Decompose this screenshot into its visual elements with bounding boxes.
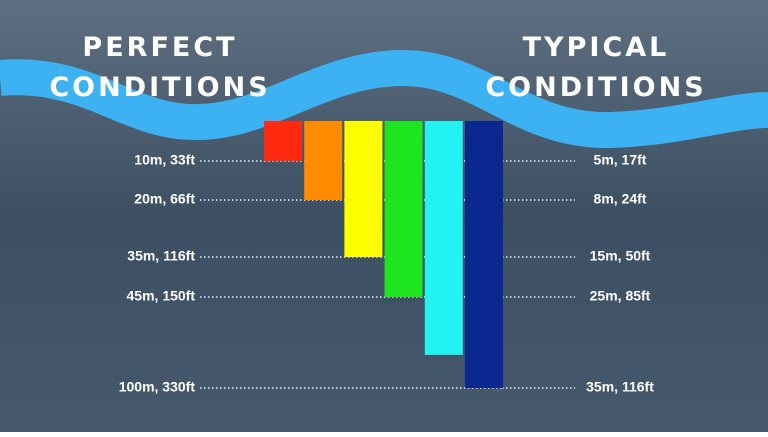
bar — [465, 121, 503, 388]
y-tick-label: 20m, 66ft — [134, 191, 195, 207]
y2-tick-label: 25m, 85ft — [590, 288, 651, 304]
y2-tick-label: 8m, 24ft — [594, 191, 647, 207]
y2-tick-label: 35m, 116ft — [586, 379, 654, 395]
left-title: PERFECT CONDITIONS — [49, 32, 270, 103]
y-tick-label: 35m, 116ft — [127, 248, 195, 264]
y2-tick-label: 15m, 50ft — [590, 248, 651, 264]
y-tick-label: 45m, 150ft — [127, 288, 196, 304]
bar — [424, 121, 463, 355]
bar — [264, 121, 302, 161]
y-tick-label: 100m, 330ft — [119, 379, 196, 395]
y2-tick-label: 5m, 17ft — [594, 152, 647, 168]
wave — [0, 49, 768, 149]
bar — [304, 121, 343, 200]
y-tick-label: 10m, 33ft — [134, 152, 195, 168]
bar — [384, 121, 423, 297]
right-title: TYPICAL CONDITIONS — [485, 32, 706, 103]
bar — [344, 121, 383, 257]
